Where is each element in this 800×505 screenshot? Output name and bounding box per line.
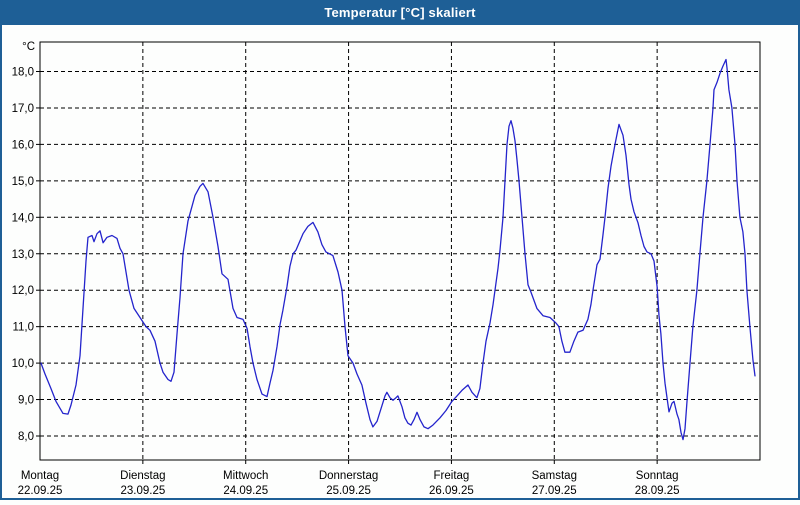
y-tick-label: 13,0 bbox=[12, 249, 34, 261]
day-name-label: Donnerstag bbox=[319, 470, 378, 482]
day-name-label: Montag bbox=[21, 470, 59, 482]
day-date-label: 24.09.25 bbox=[223, 485, 268, 497]
day-name-label: Sonntag bbox=[636, 470, 679, 482]
y-tick-label: 14,0 bbox=[12, 212, 34, 224]
y-tick-label: 8,0 bbox=[18, 431, 34, 443]
day-date-label: 28.09.25 bbox=[635, 485, 680, 497]
day-date-label: 22.09.25 bbox=[18, 485, 63, 497]
plot-border bbox=[39, 41, 761, 461]
y-tick-label: 16,0 bbox=[12, 139, 34, 151]
y-tick-label: 17,0 bbox=[12, 103, 34, 115]
day-date-label: 23.09.25 bbox=[120, 485, 165, 497]
y-tick-label: 9,0 bbox=[18, 395, 34, 407]
day-date-label: 26.09.25 bbox=[429, 485, 474, 497]
day-name-label: Mittwoch bbox=[223, 470, 268, 482]
y-axis-unit-label: °C bbox=[22, 41, 35, 53]
day-date-label: 27.09.25 bbox=[532, 485, 577, 497]
day-name-label: Samstag bbox=[532, 470, 577, 482]
day-date-label: 25.09.25 bbox=[326, 485, 371, 497]
y-tick-label: 15,0 bbox=[12, 176, 34, 188]
y-tick-label: 18,0 bbox=[12, 67, 34, 79]
temperature-curve bbox=[40, 58, 756, 441]
y-tick-label: 10,0 bbox=[12, 358, 34, 370]
window-title: Temperatur [°C] skaliert bbox=[324, 5, 476, 20]
y-tick-label: 11,0 bbox=[12, 322, 34, 334]
y-tick-label: 12,0 bbox=[12, 285, 34, 297]
day-name-label: Freitag bbox=[434, 470, 470, 482]
title-bar[interactable]: Temperatur [°C] skaliert bbox=[0, 0, 800, 25]
day-name-label: Dienstag bbox=[120, 470, 165, 482]
